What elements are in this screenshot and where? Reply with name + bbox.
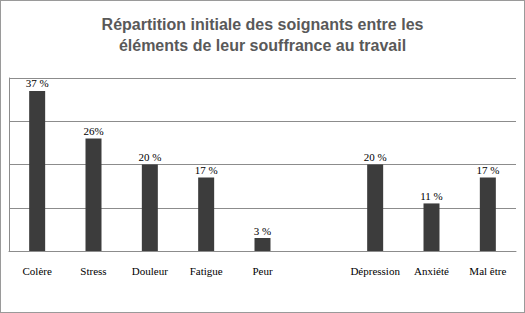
svg-text:26%: 26%	[83, 125, 103, 137]
svg-text:11 %: 11 %	[420, 190, 443, 202]
svg-text:17 %: 17 %	[195, 164, 218, 176]
svg-text:Anxiété: Anxiété	[414, 265, 449, 277]
svg-text:20 %: 20 %	[364, 151, 387, 163]
svg-text:Peur: Peur	[252, 265, 273, 277]
svg-text:Mal être: Mal être	[469, 265, 506, 277]
svg-text:Stress: Stress	[80, 265, 106, 277]
svg-text:17 %: 17 %	[476, 164, 499, 176]
svg-text:37 %: 37 %	[26, 77, 49, 89]
svg-text:Fatigue: Fatigue	[190, 265, 223, 277]
svg-text:20 %: 20 %	[138, 151, 161, 163]
svg-text:Dépression: Dépression	[350, 265, 400, 277]
svg-text:3 %: 3 %	[254, 225, 271, 237]
svg-text:éléments de leur souffrance au: éléments de leur souffrance au travail	[119, 37, 406, 54]
svg-text:Répartition initiale des soign: Répartition initiale des soignants entre…	[102, 16, 424, 33]
svg-text:Douleur: Douleur	[132, 265, 168, 277]
svg-text:Colère: Colère	[23, 265, 52, 277]
